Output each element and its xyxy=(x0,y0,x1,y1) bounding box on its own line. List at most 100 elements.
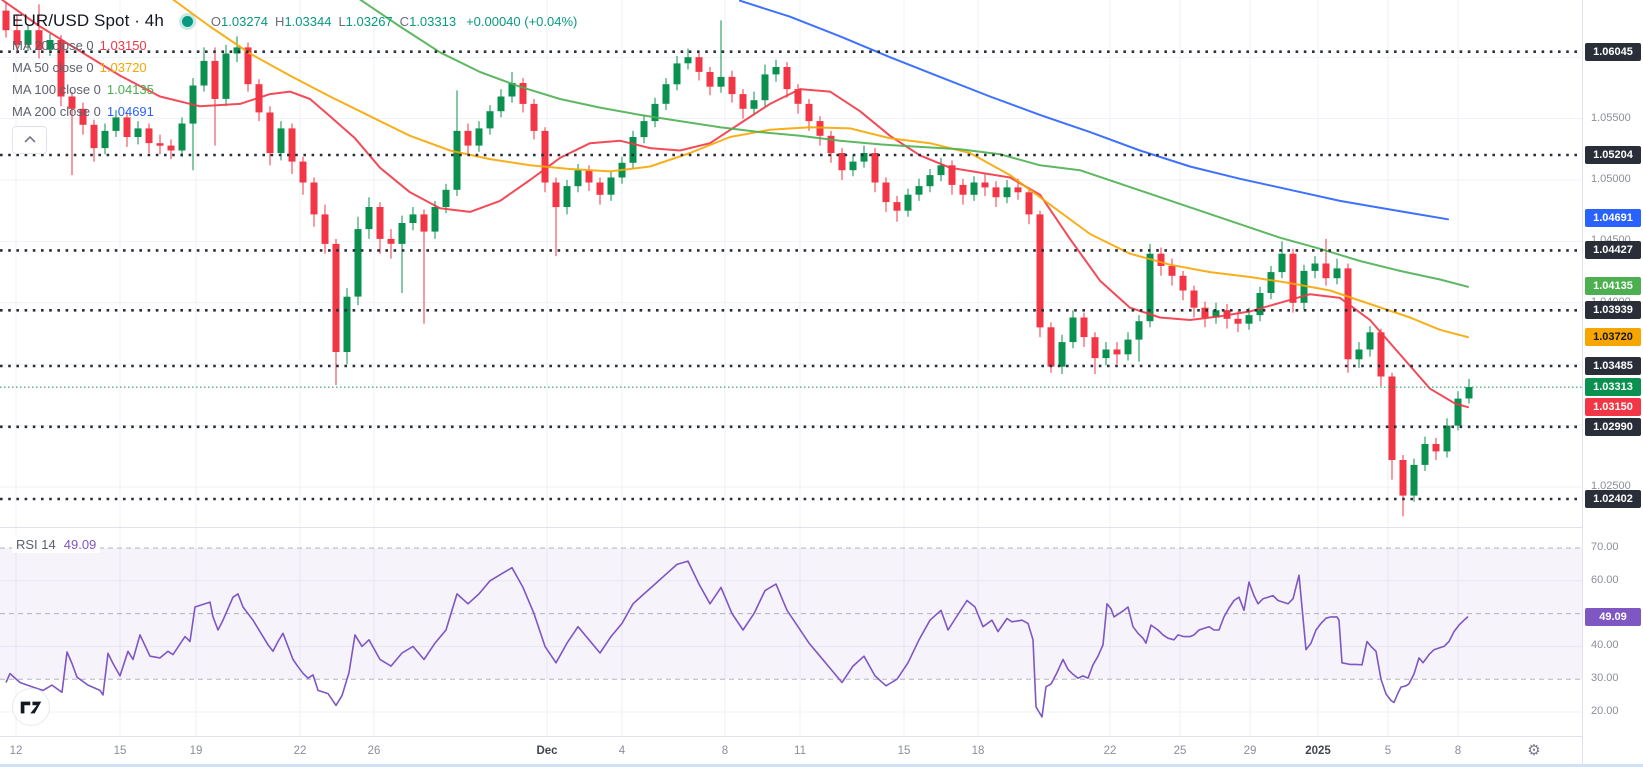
price-badge-level: 1.02402 xyxy=(1585,490,1641,508)
pane-separator[interactable] xyxy=(0,527,1582,528)
rsi-axis-label: 60.00 xyxy=(1591,573,1619,586)
candle-body xyxy=(827,135,835,153)
ma-legend: MA 20 close 0 1.03150 MA 50 close 0 1.03720… xyxy=(12,34,577,122)
candle-body xyxy=(684,57,692,64)
ma-line-100[interactable] xyxy=(359,0,1469,288)
candle-body xyxy=(167,145,175,151)
candle-body xyxy=(717,76,725,87)
candle-body xyxy=(1124,339,1132,355)
symbol-title[interactable]: EUR/USD Spot · 4h xyxy=(12,11,164,30)
tradingview-logo-glyph xyxy=(20,701,42,713)
candle-body xyxy=(376,207,384,239)
candle-body xyxy=(640,121,648,138)
candle-body xyxy=(1465,387,1473,399)
candle-body xyxy=(112,117,120,131)
ma-line-50[interactable] xyxy=(172,0,1469,339)
collapse-legend-button[interactable] xyxy=(12,126,47,154)
chart-canvas[interactable] xyxy=(0,0,1582,736)
rsi-value-badge: 49.09 xyxy=(1585,607,1641,626)
rsi-axis-label: 70.00 xyxy=(1591,541,1619,553)
candle-body xyxy=(1388,376,1396,460)
time-axis[interactable]: 12 15 19 22 26 Dec 4 8 11 15 18 22 25 29 2025 5 8 xyxy=(0,736,1582,767)
candle-body xyxy=(607,177,615,195)
candle-body xyxy=(794,89,802,104)
candle-body xyxy=(783,67,791,90)
candle-body xyxy=(552,182,560,208)
candle-body xyxy=(486,111,494,129)
candle-body xyxy=(398,223,406,244)
candle-body xyxy=(739,94,747,109)
candle-body xyxy=(145,128,153,144)
candle-body xyxy=(178,123,186,151)
price-axis-label: 1.05500 xyxy=(1591,111,1631,124)
ma-legend-value: 1.04691 xyxy=(106,103,154,119)
candle-body xyxy=(1234,318,1242,324)
price-badge-ma20: 1.03150 xyxy=(1585,398,1641,417)
price-badge-level: 1.02990 xyxy=(1585,417,1641,436)
candle-body xyxy=(1267,272,1275,293)
candle-body xyxy=(453,130,461,190)
candlestick-series[interactable] xyxy=(2,2,1473,517)
candle-body xyxy=(1322,263,1330,279)
candle-body xyxy=(1113,349,1121,355)
rsi-legend[interactable]: RSI 14 49.09 xyxy=(12,536,101,553)
candle-body xyxy=(68,96,76,109)
candle-body xyxy=(200,60,208,86)
candle-body xyxy=(1256,293,1264,316)
candle-body xyxy=(1025,192,1033,215)
time-axis-label: 11 xyxy=(794,745,806,757)
candle-body xyxy=(1278,253,1286,273)
candle-body xyxy=(46,40,54,50)
candle-body xyxy=(882,182,890,203)
ma-legend-row[interactable]: MA 200 close 0 1.04691 xyxy=(12,100,577,122)
ma-line-20[interactable] xyxy=(0,0,1469,409)
candle-body xyxy=(871,153,879,183)
candle-body xyxy=(464,130,472,146)
time-axis-label: 8 xyxy=(721,745,729,757)
candle-body xyxy=(959,184,967,195)
candle-body xyxy=(1377,332,1385,377)
price-axis-label: 1.02500 xyxy=(1591,479,1631,492)
candle-body xyxy=(288,128,296,162)
rsi-line[interactable] xyxy=(5,560,1469,718)
price-axis[interactable]: 1.055001.050001.045001.040001.0250070.00… xyxy=(1582,0,1643,767)
candle-body xyxy=(222,53,230,99)
candle-body xyxy=(772,67,780,75)
market-status-icon[interactable] xyxy=(181,15,193,27)
candle-body xyxy=(420,214,428,232)
time-axis-label: 25 xyxy=(1173,745,1187,757)
candle-body xyxy=(1179,275,1187,291)
candle-body xyxy=(563,186,571,207)
price-badge-level: 1.05204 xyxy=(1585,145,1641,164)
ma-legend-row[interactable]: MA 50 close 0 1.03720 xyxy=(12,56,577,78)
candle-body xyxy=(266,112,274,153)
candle-body xyxy=(1091,337,1099,359)
ma-legend-label: MA 50 close 0 xyxy=(12,59,94,75)
time-axis-label: 29 xyxy=(1243,745,1257,757)
ma-legend-row[interactable]: MA 100 close 0 1.04135 xyxy=(12,78,577,100)
candle-body xyxy=(442,189,450,207)
candle-body xyxy=(1355,349,1363,360)
candle-body xyxy=(1300,270,1308,303)
candle-body xyxy=(1454,398,1462,426)
price-badge-ma50: 1.03720 xyxy=(1585,328,1641,347)
candle-body xyxy=(926,175,934,187)
time-axis-label: 22 xyxy=(1103,745,1117,757)
candle-body xyxy=(1333,268,1341,279)
candle-body xyxy=(574,170,582,187)
bottom-highlight-strip xyxy=(0,764,1643,767)
candle-body xyxy=(937,165,945,176)
candle-body xyxy=(299,161,307,183)
chevron-up-icon xyxy=(23,135,36,143)
settings-gear-icon[interactable]: ⚙ xyxy=(1527,741,1541,759)
candle-body xyxy=(585,170,593,183)
candle-body xyxy=(948,165,956,185)
ma-legend-row[interactable]: MA 20 close 0 1.03150 xyxy=(12,34,577,56)
price-badge-level: 1.03939 xyxy=(1585,301,1641,320)
ma-line-200[interactable] xyxy=(739,0,1449,221)
candle-body xyxy=(860,153,868,162)
candle-body xyxy=(244,47,252,85)
candle-body xyxy=(1003,187,1011,198)
tradingview-logo[interactable] xyxy=(12,688,50,726)
candle-body xyxy=(992,187,1000,198)
